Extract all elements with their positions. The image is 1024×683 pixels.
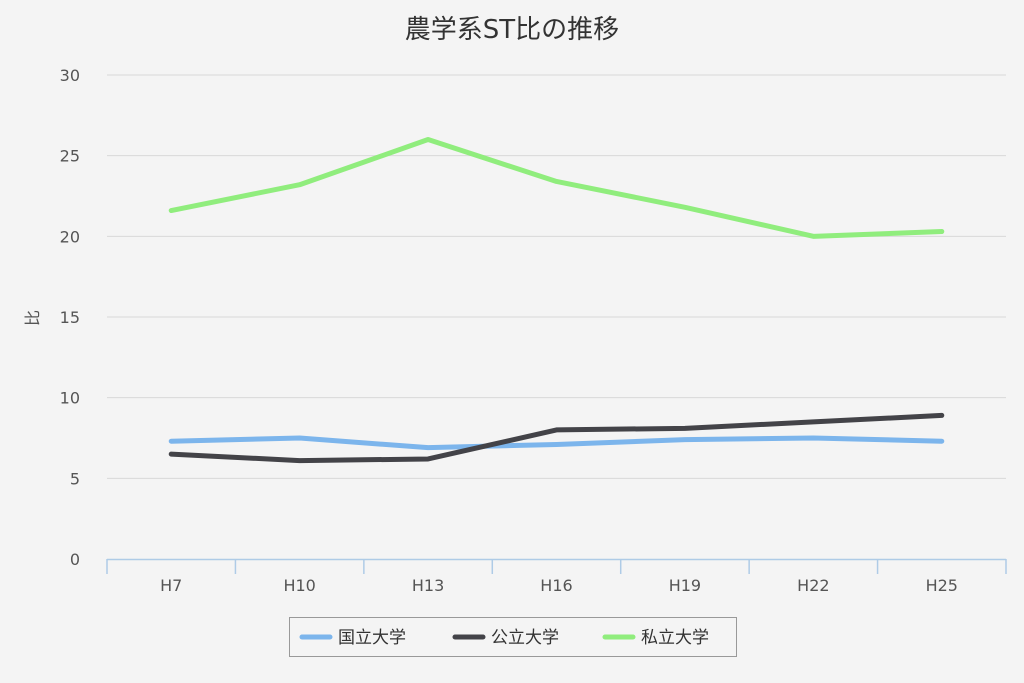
chart-title: 農学系ST比の推移	[405, 15, 619, 45]
x-tick-label: H16	[540, 576, 572, 595]
gridlines	[107, 74, 1006, 479]
x-tick-label: H22	[797, 576, 829, 595]
x-tick-label: H25	[926, 576, 958, 595]
y-axis-label: 比	[23, 310, 42, 326]
x-axis	[106, 558, 1007, 574]
legend-label[interactable]: 国立大学	[338, 628, 406, 648]
x-axis-ticks: H7 H10 H13 H16 H19 H22 H25	[160, 576, 958, 595]
legend-label[interactable]: 公立大学	[491, 628, 559, 648]
legend: 国立大学 公立大学 私立大学	[289, 617, 737, 657]
y-tick-label: 20	[60, 227, 80, 246]
x-tick-label: H13	[412, 576, 444, 595]
y-tick-label: 0	[70, 550, 80, 569]
series-line-1	[168, 435, 945, 451]
y-tick-label: 15	[60, 308, 80, 327]
y-tick-label: 30	[60, 66, 80, 85]
legend-box	[289, 617, 737, 657]
series-line-2	[168, 412, 945, 464]
series-line-3	[168, 137, 945, 239]
y-tick-label: 5	[70, 469, 80, 488]
series-lines	[168, 137, 945, 464]
x-tick-label: H19	[669, 576, 701, 595]
x-tick-label: H10	[283, 576, 315, 595]
legend-label[interactable]: 私立大学	[641, 628, 709, 648]
y-tick-label: 10	[60, 389, 80, 408]
y-tick-label: 25	[60, 147, 80, 166]
x-tick-label: H7	[160, 576, 182, 595]
y-axis-ticks: 0 5 10 15 20 25 30	[60, 66, 80, 569]
